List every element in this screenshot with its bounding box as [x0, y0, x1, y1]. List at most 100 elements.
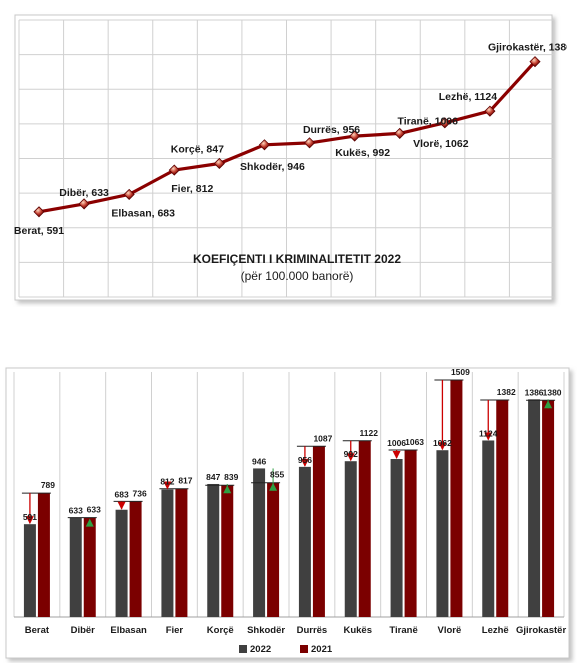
series-line — [38, 60, 537, 214]
value-label-2022: 946 — [252, 456, 266, 466]
bar-2022 — [344, 461, 357, 617]
point-label: Shkodër, 946 — [240, 161, 305, 173]
down-arrow-icon — [117, 501, 126, 510]
bar-2022 — [23, 524, 36, 617]
value-label-2021: 855 — [270, 470, 284, 480]
bar-grid — [13, 372, 565, 618]
data-point — [168, 164, 180, 176]
value-label-2022: 1062 — [433, 438, 452, 448]
data-point — [213, 157, 225, 170]
bar-2022 — [298, 466, 311, 617]
down-arrow-icon — [25, 516, 34, 525]
point-label: Fier, 812 — [171, 183, 213, 195]
bar-2021 — [358, 440, 371, 617]
up-arrow-icon — [85, 518, 94, 527]
value-label-2021: 1087 — [313, 433, 332, 443]
value-label-2021: 1122 — [360, 428, 379, 438]
category-label: Berat — [25, 625, 50, 636]
category-label: Lezhë — [482, 625, 509, 636]
category-group: 992 1122 Kukës — [342, 428, 379, 636]
point-label: Berat, 591 — [14, 225, 64, 237]
bar-2021 — [312, 446, 325, 617]
point-label: Kukës, 992 — [335, 147, 390, 159]
category-label: Kukës — [343, 625, 372, 636]
bar-2021 — [129, 501, 142, 617]
bar-2022 — [253, 468, 266, 617]
legend-label-2022: 2022 — [250, 644, 271, 655]
data-point — [78, 198, 90, 210]
value-label-2021: 1382 — [497, 387, 516, 397]
data-point — [439, 117, 451, 129]
line-grid — [18, 19, 555, 298]
down-arrow-icon — [484, 432, 493, 441]
value-label-2021: 1380 — [543, 387, 562, 397]
data-point — [529, 56, 541, 68]
value-label-2021: 817 — [178, 476, 192, 486]
data-point — [258, 139, 271, 151]
data-point — [33, 206, 45, 218]
down-arrow-icon — [346, 453, 355, 462]
category-group: 633 633 Dibër — [67, 505, 101, 636]
legend: 2022 2021 — [239, 644, 333, 655]
value-label-2022: 1124 — [479, 428, 498, 438]
data-point — [349, 130, 361, 142]
bar-chart-panel: 591 789 Berat 633 633 Dibër 683 736 Elbasan 812 81… — [2, 355, 577, 663]
chart-title: KOEFIÇENTI I KRIMINALITETIT 2022 — [193, 252, 401, 266]
value-label-2021: 839 — [224, 472, 238, 482]
bar-2021 — [83, 517, 96, 617]
bar-2021 — [542, 400, 555, 617]
point-label: Elbasan, 683 — [111, 207, 175, 219]
category-group: 956 1087 Durrës — [297, 433, 333, 636]
point-label: Lezhë, 1124 — [439, 91, 498, 103]
value-label-2021: 789 — [41, 480, 55, 490]
category-group: 1062 1509 Vlorë — [433, 367, 470, 636]
point-label: Tiranë, 1006 — [397, 115, 458, 127]
category-group: 1006 1063 Tiranë — [387, 437, 424, 636]
value-label-2022: 1386 — [525, 387, 544, 397]
bar-2022 — [207, 483, 220, 617]
value-label-2021: 633 — [87, 505, 101, 515]
category-label: Shkodër — [247, 625, 285, 636]
bar-2021 — [496, 399, 509, 617]
category-label: Dibër — [71, 625, 96, 636]
down-arrow-icon — [300, 458, 309, 467]
legend-label-2021: 2021 — [311, 644, 333, 655]
bar-2021 — [267, 482, 280, 617]
bar-2021 — [404, 450, 417, 617]
value-label-2022: 591 — [23, 512, 37, 522]
category-label: Tiranë — [389, 625, 417, 636]
value-label-2022: 992 — [344, 449, 358, 459]
bar-2021 — [37, 493, 50, 617]
bar-2022 — [482, 440, 495, 617]
value-label-2022: 847 — [206, 472, 220, 482]
category-label: Durrës — [297, 625, 328, 636]
category-group: 946 855 Shkodër — [247, 456, 285, 636]
category-label: Korçë — [207, 625, 234, 636]
value-label-2021: 1509 — [451, 367, 470, 377]
value-label-2022: 1006 — [387, 438, 406, 448]
value-label-2022: 633 — [69, 506, 83, 516]
category-label: Fier — [166, 625, 184, 636]
value-label-2022: 683 — [114, 489, 128, 499]
value-label-2021: 736 — [132, 488, 146, 498]
category-group: 1124 1382 Lezhë — [479, 387, 516, 636]
value-label-2022: 812 — [160, 477, 174, 487]
bar-2021 — [175, 488, 188, 617]
value-label-2022: 956 — [298, 455, 312, 465]
value-label-2021: 1063 — [405, 437, 424, 447]
down-arrow-icon — [163, 481, 172, 490]
bar-2022 — [115, 509, 128, 617]
bar-2021 — [450, 380, 463, 617]
legend-swatch-2022 — [239, 645, 247, 653]
point-label: Dibër, 633 — [59, 187, 109, 199]
bar-2022 — [161, 489, 174, 617]
down-arrow-icon — [392, 451, 401, 460]
data-point — [484, 105, 496, 117]
point-label: Gjirokastër, 1386 — [488, 42, 567, 54]
data-point — [303, 137, 316, 149]
bar-2022 — [528, 399, 541, 617]
point-label: Durrës, 956 — [303, 124, 360, 136]
point-label: Korçë, 847 — [171, 143, 224, 155]
